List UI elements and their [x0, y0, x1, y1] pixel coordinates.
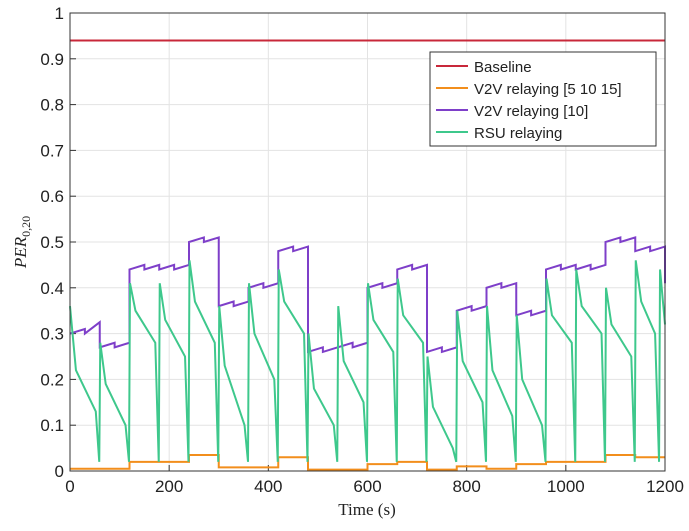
x-tick-label: 0 [65, 477, 74, 496]
y-tick-label: 0 [55, 462, 64, 481]
y-tick-label: 0.5 [40, 233, 64, 252]
y-tick-label: 0.1 [40, 416, 64, 435]
y-tick-label: 0.3 [40, 325, 64, 344]
x-tick-label: 200 [155, 477, 183, 496]
legend: Baseline V2V relaying [5 10 15] V2V relayi… [429, 51, 657, 147]
y-tick-label: 0.8 [40, 96, 64, 115]
x-tick-label: 800 [452, 477, 480, 496]
y-axis-label-sub: 0,20 [19, 216, 33, 237]
y-tick-label: 0.6 [40, 187, 64, 206]
y-tick-label: 1 [55, 4, 64, 23]
x-axis-label: Time (s) [338, 500, 395, 519]
x-tick-label: 600 [353, 477, 381, 496]
x-tick-label: 1000 [547, 477, 585, 496]
legend-label: RSU relaying [474, 125, 562, 142]
y-tick-label: 0.7 [40, 141, 64, 160]
y-axis-label: PER0,20 [11, 216, 33, 269]
legend-box [429, 51, 657, 147]
x-tick-label: 400 [254, 477, 282, 496]
legend-label: V2V relaying [5 10 15] [474, 81, 622, 98]
y-axis-label-main: PER [11, 236, 30, 269]
y-tick-label: 0.9 [40, 50, 64, 69]
legend-label: Baseline [474, 59, 532, 76]
plot-frame [69, 12, 666, 472]
series-line [69, 260, 666, 463]
x-tick-label: 1200 [646, 477, 684, 496]
legend-label: V2V relaying [10] [474, 103, 588, 120]
series-line [69, 236, 666, 354]
y-tick-label: 0.4 [40, 279, 64, 298]
y-tick-label: 0.2 [40, 370, 64, 389]
